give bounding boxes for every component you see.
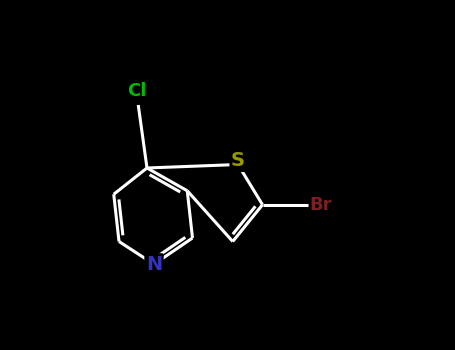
Text: Cl: Cl — [127, 82, 146, 100]
Text: N: N — [146, 255, 162, 274]
Text: S: S — [231, 152, 245, 170]
Text: Br: Br — [310, 196, 332, 214]
